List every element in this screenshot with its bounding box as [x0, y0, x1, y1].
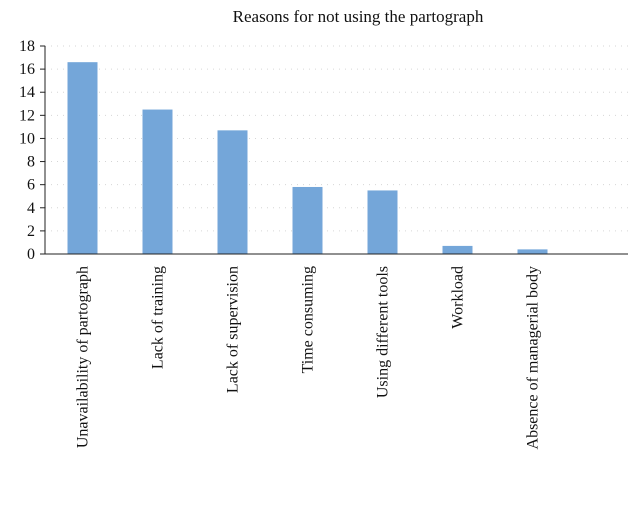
y-tick-label: 18: [19, 38, 35, 55]
y-tick-label: 2: [27, 223, 35, 240]
bar: [217, 130, 248, 254]
y-tick-label: 12: [19, 107, 35, 124]
x-tick-label: Absence of managerial body: [525, 266, 542, 449]
x-tick-label: Lack of supervision: [225, 266, 242, 393]
y-tick-label: 14: [19, 84, 35, 101]
bar: [367, 190, 398, 254]
x-axis: Unavailability of partograph Lack of trai…: [45, 253, 628, 449]
y-tick-label: 8: [27, 154, 35, 171]
y-axis: 0 2 4 6 8 10 12 14 16 18: [19, 38, 46, 263]
bars: [67, 62, 548, 254]
x-tick-label: Workload: [450, 266, 467, 329]
y-tick-label: 4: [27, 200, 35, 217]
x-tick-label: Time consuming: [300, 266, 317, 373]
bar: [442, 245, 473, 254]
chart-title: Reasons for not using the partograph: [233, 7, 484, 26]
bar: [67, 62, 98, 254]
y-tick-label: 6: [27, 177, 35, 194]
bar: [292, 186, 323, 254]
y-tick-label: 0: [27, 246, 35, 263]
bar: [517, 249, 548, 254]
bar: [142, 109, 173, 254]
x-tick-label: Using different tools: [375, 266, 392, 398]
x-tick-label: Lack of training: [150, 266, 167, 369]
y-tick-label: 16: [19, 61, 35, 78]
x-tick-label: Unavailability of partograph: [75, 266, 92, 448]
gridlines: [45, 45, 628, 232]
y-tick-label: 10: [19, 130, 35, 147]
